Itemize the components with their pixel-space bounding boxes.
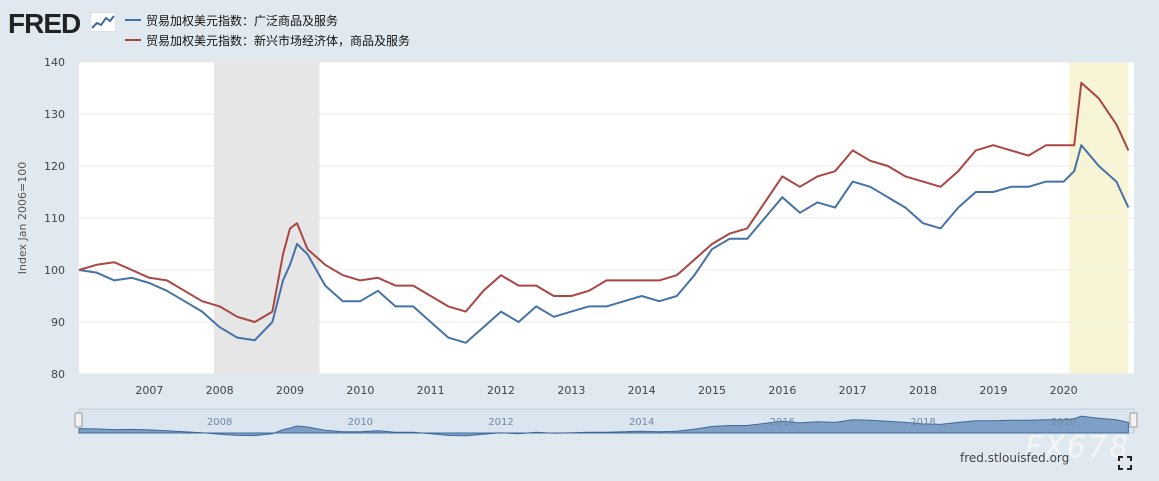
navigator-label: 2018 (910, 417, 935, 428)
trend-chart-icon (90, 12, 116, 32)
navigator-handle-left[interactable] (74, 412, 83, 428)
legend: 贸易加权美元指数：广泛商品及服务 贸易加权美元指数：新兴市场经济体，商品及服务 (125, 10, 410, 50)
x-tick-label: 2013 (557, 384, 585, 397)
legend-item-emerging[interactable]: 贸易加权美元指数：新兴市场经济体，商品及服务 (125, 30, 410, 50)
x-tick-label: 2017 (839, 384, 867, 397)
navigator-label: 2014 (629, 417, 654, 428)
series-line-broad (78, 144, 1130, 344)
x-tick-label: 2015 (698, 384, 726, 397)
x-tick-label: 2014 (628, 384, 656, 397)
x-tick-label: 2016 (768, 384, 796, 397)
fred-logo[interactable]: FRED (8, 8, 81, 39)
legend-label-broad: 贸易加权美元指数：广泛商品及服务 (146, 13, 339, 28)
navigator-label: 2016 (770, 417, 795, 428)
legend-swatch-broad (125, 19, 141, 21)
y-tick-label: 110 (44, 212, 65, 225)
y-tick-label: 90 (51, 316, 65, 329)
navigator-label: 2020 (1051, 417, 1076, 428)
x-tick-label: 2012 (487, 384, 515, 397)
legend-label-emerging: 贸易加权美元指数：新兴市场经济体，商品及服务 (146, 33, 411, 48)
y-tick-label: 140 (44, 56, 65, 69)
y-tick-label: 130 (44, 108, 65, 121)
watermark: FX678 (1025, 430, 1131, 465)
y-tick-label: 100 (44, 264, 65, 277)
y-axis-title: Index Jan 2006=100 (16, 162, 29, 274)
x-tick-label: 2010 (346, 384, 374, 397)
y-tick-label: 80 (51, 368, 65, 381)
legend-swatch-emerging (125, 39, 141, 41)
x-tick-label: 2020 (1050, 384, 1078, 397)
source-link[interactable]: fred.stlouisfed.org (960, 451, 1070, 465)
fullscreen-icon[interactable] (1118, 456, 1132, 470)
navigator-label: 2012 (488, 417, 513, 428)
x-tick-label: 2009 (276, 384, 304, 397)
x-tick-label: 2019 (979, 384, 1007, 397)
series-line-emerging (78, 81, 1130, 323)
x-tick-label: 2018 (909, 384, 937, 397)
navigator-label: 2008 (207, 417, 232, 428)
navigator-label: 2010 (348, 417, 373, 428)
x-tick-label: 2011 (417, 384, 445, 397)
navigator-handle-right[interactable] (1129, 412, 1138, 428)
x-tick-label: 2007 (135, 384, 163, 397)
navigator-series-area (78, 415, 1129, 437)
x-tick-label: 2008 (206, 384, 234, 397)
y-tick-label: 120 (44, 160, 65, 173)
legend-item-broad[interactable]: 贸易加权美元指数：广泛商品及服务 (125, 10, 410, 30)
